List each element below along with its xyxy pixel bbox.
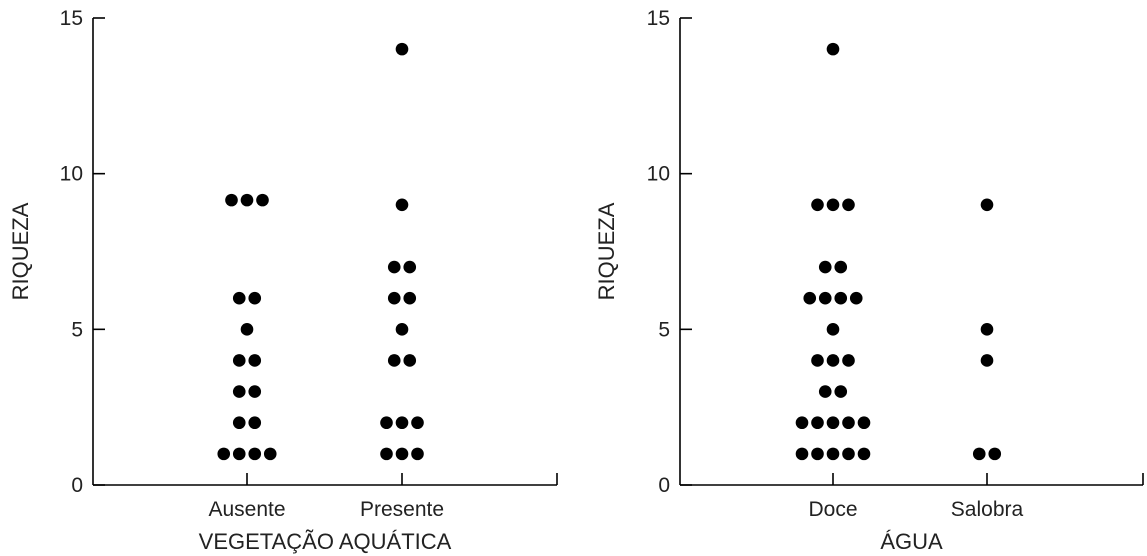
data-point bbox=[849, 291, 863, 305]
data-point bbox=[263, 447, 277, 461]
data-point bbox=[834, 260, 848, 274]
data-point bbox=[811, 447, 824, 461]
data-point bbox=[980, 354, 994, 367]
y-axis-title: RIQUEZA bbox=[8, 202, 33, 300]
y-tick-label: 5 bbox=[658, 318, 670, 341]
data-point bbox=[834, 385, 848, 398]
data-point bbox=[826, 323, 840, 336]
y-tick-label: 10 bbox=[60, 163, 83, 186]
x-category-label: Ausente bbox=[208, 498, 285, 521]
data-point bbox=[256, 193, 269, 207]
data-point bbox=[240, 323, 254, 336]
x-axis-title: ÁGUA bbox=[880, 529, 943, 554]
data-point bbox=[232, 447, 246, 461]
data-point bbox=[826, 447, 840, 461]
data-point bbox=[818, 291, 832, 305]
data-point bbox=[232, 354, 246, 367]
data-point bbox=[826, 198, 840, 212]
data-point bbox=[857, 447, 871, 461]
data-point bbox=[225, 193, 238, 207]
y-tick-label: 0 bbox=[71, 474, 83, 497]
data-point bbox=[395, 323, 409, 336]
data-point bbox=[811, 416, 824, 430]
data-point bbox=[403, 291, 417, 305]
y-tick-label: 15 bbox=[60, 7, 83, 30]
data-point bbox=[826, 416, 840, 430]
data-point bbox=[248, 385, 262, 398]
x-category-label: Doce bbox=[808, 498, 857, 521]
data-point bbox=[842, 447, 855, 461]
data-point bbox=[795, 447, 809, 461]
data-point bbox=[395, 42, 409, 56]
data-point bbox=[240, 193, 254, 207]
data-point bbox=[980, 323, 994, 336]
data-point bbox=[380, 416, 393, 430]
y-tick-label: 10 bbox=[647, 163, 670, 186]
data-point bbox=[232, 291, 246, 305]
x-axis-title: VEGETAÇÃO AQUÁTICA bbox=[199, 529, 452, 554]
panel-agua: 0 5 10 15 Doce Salobra ÁGUA RIQUEZA bbox=[594, 7, 1144, 554]
data-point bbox=[811, 198, 824, 212]
data-point bbox=[403, 260, 417, 274]
data-point bbox=[387, 291, 401, 305]
data-point bbox=[395, 198, 409, 212]
x-category-label: Salobra bbox=[951, 498, 1024, 521]
data-point bbox=[842, 198, 855, 212]
data-point bbox=[411, 447, 424, 461]
data-point bbox=[842, 354, 855, 367]
data-point bbox=[818, 385, 832, 398]
data-point bbox=[842, 416, 855, 430]
data-point bbox=[248, 416, 262, 430]
data-point bbox=[248, 291, 262, 305]
data-point bbox=[217, 447, 231, 461]
data-point bbox=[380, 447, 393, 461]
data-point bbox=[988, 447, 1002, 461]
y-tick-label: 0 bbox=[658, 474, 670, 497]
data-point bbox=[395, 447, 409, 461]
panel-vegetacao: 0 5 10 15 Ausente Presente VEGETAÇÃO AQUÁTICA R… bbox=[8, 7, 558, 554]
y-tick-label: 5 bbox=[71, 318, 83, 341]
data-point bbox=[811, 354, 824, 367]
data-point bbox=[826, 42, 840, 56]
data-point bbox=[387, 354, 401, 367]
data-point bbox=[980, 198, 994, 212]
data-point bbox=[795, 416, 809, 430]
data-point bbox=[803, 291, 817, 305]
data-point bbox=[387, 260, 401, 274]
data-point bbox=[248, 447, 262, 461]
data-point bbox=[818, 260, 832, 274]
data-point bbox=[411, 416, 424, 430]
data-point bbox=[834, 291, 848, 305]
data-point bbox=[857, 416, 871, 430]
data-point bbox=[395, 416, 409, 430]
data-point bbox=[232, 416, 246, 430]
data-point bbox=[232, 385, 246, 398]
y-tick-label: 15 bbox=[647, 7, 670, 30]
data-point bbox=[403, 354, 417, 367]
x-category-label: Presente bbox=[360, 498, 444, 521]
data-point bbox=[248, 354, 262, 367]
data-point bbox=[972, 447, 986, 461]
y-axis-title: RIQUEZA bbox=[594, 202, 619, 300]
data-point bbox=[826, 354, 840, 367]
